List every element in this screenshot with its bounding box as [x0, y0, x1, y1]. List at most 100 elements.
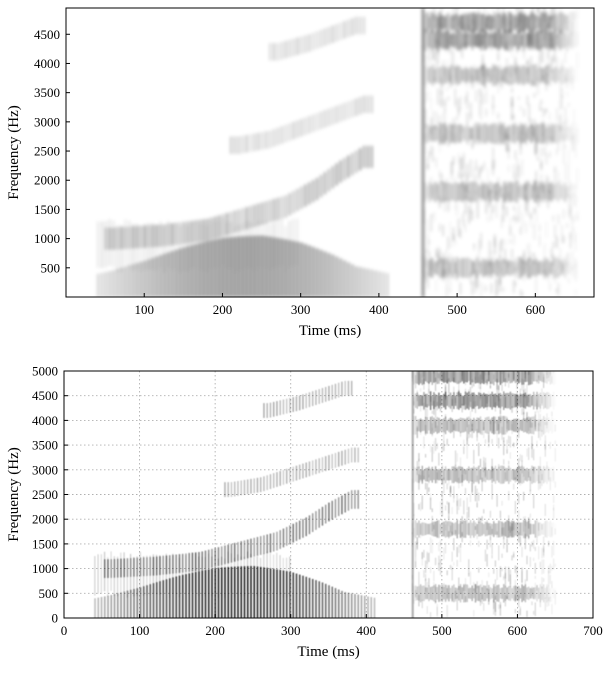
noise-band — [569, 261, 572, 275]
noise-mark — [478, 442, 480, 457]
noise-band — [513, 419, 515, 432]
noise-band — [423, 14, 426, 31]
noise-band — [566, 127, 568, 140]
energy-striation — [320, 249, 322, 297]
noise-band — [456, 392, 458, 409]
noise-band — [544, 124, 546, 143]
noise-band — [499, 64, 501, 86]
formant-mark — [263, 403, 265, 418]
energy-striation — [159, 581, 161, 618]
noise-band — [498, 371, 500, 383]
noise-band — [521, 13, 524, 32]
noise-band — [416, 522, 419, 536]
noise-band — [491, 523, 493, 535]
noise-mark — [482, 164, 484, 172]
energy-striation — [142, 586, 145, 618]
noise-mark — [418, 453, 420, 462]
energy-striation — [296, 241, 299, 297]
noise-mark — [554, 424, 556, 432]
noise-band — [501, 259, 503, 277]
noise-mark — [473, 243, 475, 251]
noise-mark — [463, 439, 465, 448]
noise-band — [459, 66, 462, 84]
noise-band — [464, 584, 467, 603]
noise-mark — [549, 596, 551, 602]
noise-mark — [453, 486, 455, 499]
noise-band — [473, 588, 475, 599]
noise-band — [568, 185, 570, 198]
noise-band — [486, 522, 488, 536]
noise-band — [528, 416, 530, 435]
noise-band — [506, 66, 508, 84]
noise-band — [481, 419, 483, 432]
noise-mark — [511, 406, 513, 413]
noise-band — [466, 392, 468, 409]
noise-mark — [473, 65, 475, 71]
noise-band — [479, 469, 482, 480]
noise-band — [434, 394, 437, 407]
noise-mark — [443, 440, 445, 444]
noise-mark — [433, 211, 436, 223]
noise-mark — [575, 263, 577, 282]
noise-band — [493, 584, 495, 603]
noise-band — [454, 33, 457, 47]
noise-band — [511, 123, 513, 144]
noise-band — [430, 183, 432, 201]
noise-band — [442, 32, 444, 48]
energy-striation — [234, 226, 236, 273]
noise-band — [476, 13, 479, 33]
noise-mark — [482, 93, 484, 105]
noise-mark — [436, 443, 438, 450]
noise-mark — [439, 539, 442, 547]
noise-mark — [456, 453, 458, 462]
noise-band — [433, 469, 435, 480]
noise-band — [488, 469, 490, 481]
noise-mark — [485, 21, 487, 38]
noise-band — [423, 522, 425, 536]
y-tick-label: 3500 — [32, 438, 58, 453]
noise-mark — [443, 477, 445, 494]
noise-mark — [483, 8, 486, 13]
noise-band — [438, 520, 440, 539]
formant-mark — [168, 555, 171, 574]
noise-band — [459, 520, 462, 538]
noise-mark — [549, 12, 551, 18]
noise-mark — [446, 605, 448, 617]
noise-mark — [518, 610, 520, 617]
noise-mark — [538, 201, 541, 208]
noise-mark — [423, 115, 425, 128]
formant-mark — [288, 193, 291, 216]
noise-band — [452, 31, 455, 49]
noise-band — [518, 30, 520, 50]
formant-mark — [222, 214, 224, 237]
noise-band — [508, 392, 510, 409]
noise-band — [451, 184, 453, 200]
energy-striation — [288, 240, 291, 297]
noise-band — [493, 416, 495, 435]
energy-striation — [292, 218, 295, 266]
noise-mark — [529, 513, 531, 518]
formant-mark — [277, 43, 279, 61]
energy-striation — [296, 218, 298, 266]
noise-band — [540, 31, 543, 50]
noise-band — [437, 184, 439, 200]
noise-mark — [478, 88, 481, 97]
formant-mark — [347, 491, 350, 511]
noise-band — [563, 259, 565, 277]
noise-band — [537, 522, 540, 536]
noise-mark — [476, 535, 478, 540]
noise-mark — [544, 597, 546, 611]
noise-band — [428, 181, 431, 203]
formant-mark — [347, 101, 350, 119]
noise-band — [507, 11, 510, 34]
noise-band — [479, 393, 482, 409]
noise-band — [476, 68, 479, 82]
noise-mark — [447, 96, 450, 101]
noise-mark — [485, 108, 487, 117]
noise-band — [532, 259, 534, 276]
noise-band — [529, 468, 532, 481]
noise-band — [494, 12, 496, 33]
noise-band — [501, 465, 503, 484]
noise-band — [484, 417, 487, 434]
formant-mark — [281, 196, 283, 219]
